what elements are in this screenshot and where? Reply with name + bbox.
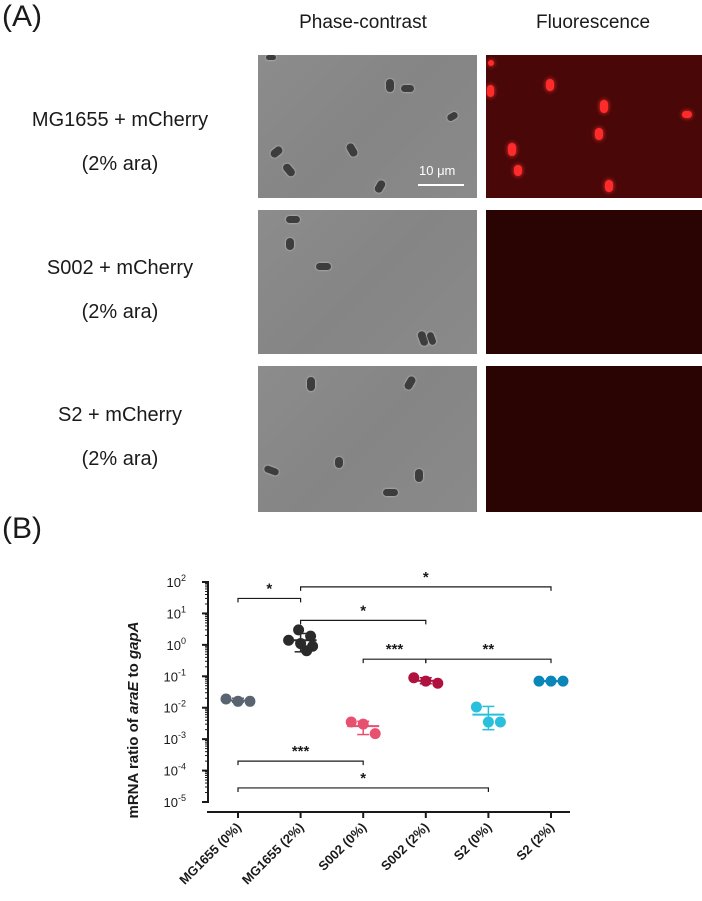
column-header-phase: Phase-contrast xyxy=(299,12,427,33)
data-point xyxy=(408,672,420,684)
data-point xyxy=(232,695,244,707)
chart-axes xyxy=(207,581,570,818)
fluorescence-image-s002 xyxy=(486,210,702,354)
data-point xyxy=(557,675,569,687)
row-label-condition: (2% ara) xyxy=(81,301,159,323)
significance-label: * xyxy=(360,770,366,787)
y-tick-label: 10-1 xyxy=(164,667,186,684)
y-axis-label: mRNA ratio of araE to gapA xyxy=(125,622,142,819)
data-points xyxy=(220,624,569,740)
phase-image-mg1655: 10 μm xyxy=(258,55,477,198)
data-point xyxy=(301,645,313,657)
significance-label: * xyxy=(360,602,366,619)
data-point xyxy=(305,630,317,642)
data-point xyxy=(220,693,232,705)
significance-bracket xyxy=(237,760,364,766)
data-point xyxy=(293,624,305,636)
y-tick-label: 101 xyxy=(167,604,186,621)
significance-label: * xyxy=(423,569,429,586)
panel-b-letter: (B) xyxy=(2,512,42,545)
data-point xyxy=(545,675,557,687)
significance-bracket xyxy=(300,586,552,591)
mrna-ratio-chart: mRNA ratio of araE to gapA 102 101 100 10-1… xyxy=(125,569,570,888)
significance-bracket xyxy=(237,597,302,603)
row-label-condition: (2% ara) xyxy=(81,153,159,175)
data-point xyxy=(357,718,369,730)
y-tick-label: 10-2 xyxy=(164,699,186,716)
phase-image-s002 xyxy=(258,210,477,354)
significance-label: * xyxy=(266,580,272,597)
data-point xyxy=(244,695,256,707)
row-label-strain: MG1655 + mCherry xyxy=(31,109,209,131)
row-label-s002: S002 + mCherry (2% ara) xyxy=(0,246,240,334)
y-tick-label: 10-5 xyxy=(164,793,186,810)
data-point xyxy=(432,677,444,689)
x-tick-label: S002 (0%) xyxy=(315,820,369,874)
x-tick-label: S2 (0%) xyxy=(451,820,495,864)
row-label-mg1655: MG1655 + mCherry (2% ara) xyxy=(0,98,240,186)
fluorescence-image-s2 xyxy=(486,366,702,512)
y-ticks: 102 101 100 10-1 10-2 10-3 10-4 10-5 xyxy=(164,573,208,810)
data-point xyxy=(369,728,381,740)
data-point xyxy=(482,716,494,728)
y-tick-label: 100 xyxy=(167,636,186,653)
panel-a-letter: (A) xyxy=(2,0,42,33)
data-point xyxy=(494,716,506,728)
data-point xyxy=(345,716,357,728)
significance-bracket xyxy=(300,619,427,625)
significance-label: ** xyxy=(483,641,495,658)
significance-label: *** xyxy=(386,641,404,658)
row-label-strain: S2 + mCherry xyxy=(58,404,182,426)
significance-bracket xyxy=(362,658,427,664)
data-point xyxy=(470,701,482,713)
data-point xyxy=(420,675,432,687)
fluorescence-image-mg1655 xyxy=(486,55,702,198)
x-tick-label: S2 (2%) xyxy=(513,820,557,864)
significance-bracket xyxy=(425,658,552,664)
significance-brackets: ****** ****** xyxy=(237,569,552,792)
row-label-condition: (2% ara) xyxy=(81,448,159,470)
y-tick-label: 10-4 xyxy=(164,762,186,779)
significance-bracket xyxy=(237,787,489,792)
data-point xyxy=(533,675,545,687)
y-tick-label: 10-3 xyxy=(164,730,186,747)
row-label-s2: S2 + mCherry (2% ara) xyxy=(0,393,240,481)
x-tick-label: S002 (2%) xyxy=(378,820,432,874)
x-tick-label: MG1655 (0%) xyxy=(176,820,244,888)
scale-bar xyxy=(418,184,464,186)
row-label-strain: S002 + mCherry xyxy=(46,257,194,279)
phase-image-s2 xyxy=(258,366,477,512)
x-tick-labels: MG1655 (0%)MG1655 (2%) S002 (0%) S002 (2%)… xyxy=(176,820,557,888)
x-tick-label: MG1655 (2%) xyxy=(239,820,307,888)
significance-label: *** xyxy=(292,743,310,760)
data-point xyxy=(283,634,295,646)
column-header-fluorescence: Fluorescence xyxy=(535,12,651,33)
scale-bar-label: 10 μm xyxy=(419,163,456,178)
y-tick-label: 102 xyxy=(167,573,186,590)
